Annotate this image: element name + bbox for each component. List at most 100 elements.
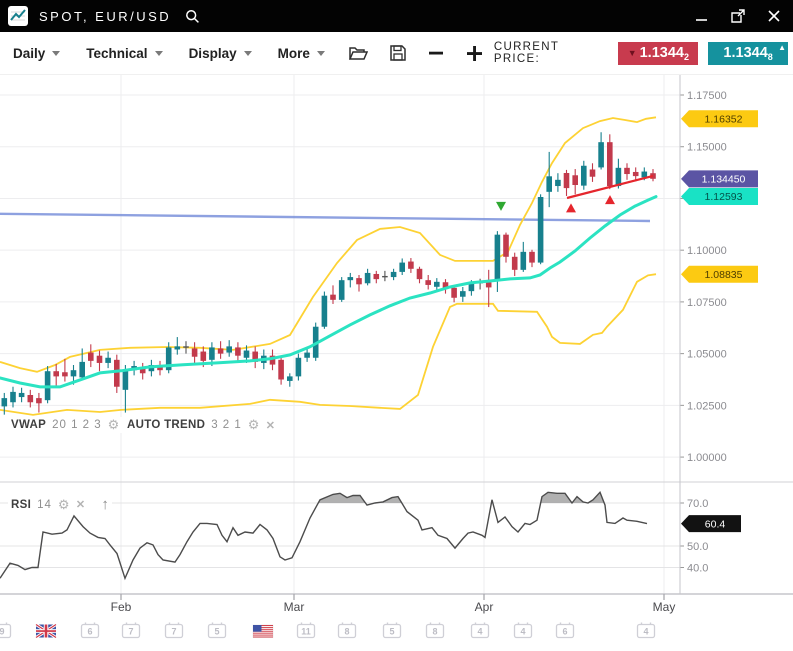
blue-trendline (0, 212, 651, 223)
calendar-event-icon[interactable]: 4 (636, 622, 656, 639)
close-icon[interactable] (767, 9, 781, 23)
candle-body (425, 280, 431, 285)
candle-body (217, 348, 224, 354)
menu-technical-label: Technical (86, 45, 148, 61)
open-folder-icon[interactable] (348, 46, 368, 61)
bid-price-subdigit: 2 (683, 51, 689, 62)
menu-display-label: Display (188, 45, 237, 61)
save-icon[interactable] (390, 45, 406, 61)
candle-body (105, 357, 111, 363)
candle-body (624, 167, 630, 175)
svg-text:8: 8 (432, 627, 437, 637)
title-bar: SPOT, EUR/USD (0, 0, 793, 32)
zoom-out-button[interactable] (428, 45, 444, 61)
candle-body (572, 175, 578, 186)
menu-more[interactable]: More (278, 46, 325, 61)
rsi-expand-icon[interactable]: ↑ (101, 496, 110, 513)
calendar-event-icon[interactable]: 5 (382, 622, 402, 639)
calendar-event-icon[interactable]: 7 (121, 622, 141, 639)
price-badge (681, 110, 758, 128)
candle-body (537, 197, 544, 263)
candle-body (70, 370, 77, 377)
minimize-button[interactable] (695, 10, 708, 23)
candle-body (373, 273, 380, 280)
popout-button[interactable] (730, 8, 745, 24)
candle-body (114, 359, 120, 387)
calendar-event-icon[interactable]: 5 (207, 622, 227, 639)
event-strip: 9 6 7 7 5 11 8 5 8 4 4 6 4 (0, 622, 656, 639)
menu-display[interactable]: Display (189, 46, 252, 61)
rsi-settings-icon[interactable]: ⚙ (57, 496, 70, 512)
svg-text:8: 8 (344, 627, 349, 637)
rsi-line (0, 491, 648, 581)
candle-body (330, 294, 336, 300)
svg-text:6: 6 (562, 627, 567, 637)
vwap-label: VWAP (11, 419, 47, 431)
candle-body (53, 371, 59, 377)
bid-price-button[interactable]: ▼ 1.1344 2 (618, 41, 699, 65)
candle-body (451, 287, 457, 298)
candle-body (434, 281, 440, 287)
price-badge (681, 170, 758, 188)
calendar-event-icon[interactable]: 6 (80, 622, 100, 639)
price-tick-label: 1.00000 (687, 452, 727, 464)
rsi-remove-icon[interactable]: ✕ (75, 499, 86, 511)
month-label: Mar (284, 600, 305, 614)
month-label: Feb (111, 600, 132, 614)
candle-body (235, 347, 241, 356)
candle-body (632, 171, 639, 177)
calendar-event-icon[interactable]: 8 (337, 622, 357, 639)
svg-text:11: 11 (301, 627, 311, 637)
ask-price-subdigit: 8 (767, 51, 773, 62)
svg-text:4: 4 (477, 627, 482, 637)
buy-signal-marker (566, 203, 576, 213)
candle-body (520, 251, 527, 270)
calendar-event-icon[interactable]: 8 (425, 622, 445, 639)
candle-body (157, 366, 163, 371)
ask-price-button[interactable]: 1.1344 8 ▲ (708, 41, 788, 65)
candle-body (390, 271, 397, 278)
candle-body (589, 169, 596, 177)
menu-technical[interactable]: Technical (86, 45, 163, 61)
menu-more-label: More (277, 45, 310, 61)
calendar-event-icon[interactable]: 7 (164, 622, 184, 639)
red-trendline (566, 174, 654, 200)
candle-body (18, 392, 25, 398)
zoom-in-button[interactable] (466, 45, 483, 62)
rsi-tick-label: 70.0 (687, 498, 708, 510)
candle-body (191, 348, 198, 357)
app-logo-icon (8, 6, 28, 26)
rsi-value-badge-label: 60.4 (705, 518, 726, 530)
candle-body (304, 352, 310, 358)
search-icon[interactable] (185, 9, 200, 24)
chevron-down-icon (243, 50, 252, 56)
candle-body (165, 347, 172, 371)
calendar-event-icon[interactable]: 6 (555, 622, 575, 639)
candle-body (27, 395, 34, 403)
window-title: SPOT, EUR/USD (39, 8, 172, 24)
candle-body (347, 277, 354, 281)
vwap-settings-icon[interactable]: ⚙ (107, 417, 120, 432)
calendar-event-icon[interactable]: 4 (513, 622, 533, 639)
candle-body (338, 280, 345, 300)
candle-body (36, 398, 42, 404)
lower-band-line (0, 273, 657, 416)
autotrend-remove-icon[interactable]: ✕ (265, 419, 276, 432)
arrow-down-icon: ▼ (627, 48, 637, 58)
uk-flag-icon[interactable] (35, 623, 57, 639)
indicator-legend-autotrend: AUTO TREND 3 2 1 ⚙ ✕ (124, 417, 279, 433)
candle-body (529, 251, 535, 263)
month-label: Apr (475, 600, 494, 614)
calendar-event-icon[interactable]: 11 (296, 622, 316, 639)
menu-timeframe[interactable]: Daily (13, 46, 61, 61)
candle-body (62, 372, 68, 377)
candle-body (408, 261, 414, 269)
svg-text:4: 4 (643, 627, 648, 637)
us-flag-icon[interactable] (252, 624, 274, 638)
toolbar: Daily Technical Display More (0, 32, 793, 75)
autotrend-settings-icon[interactable]: ⚙ (247, 417, 260, 432)
calendar-event-icon[interactable]: 4 (470, 622, 490, 639)
candle-body (209, 347, 215, 360)
calendar-event-icon[interactable]: 9 (0, 622, 12, 639)
